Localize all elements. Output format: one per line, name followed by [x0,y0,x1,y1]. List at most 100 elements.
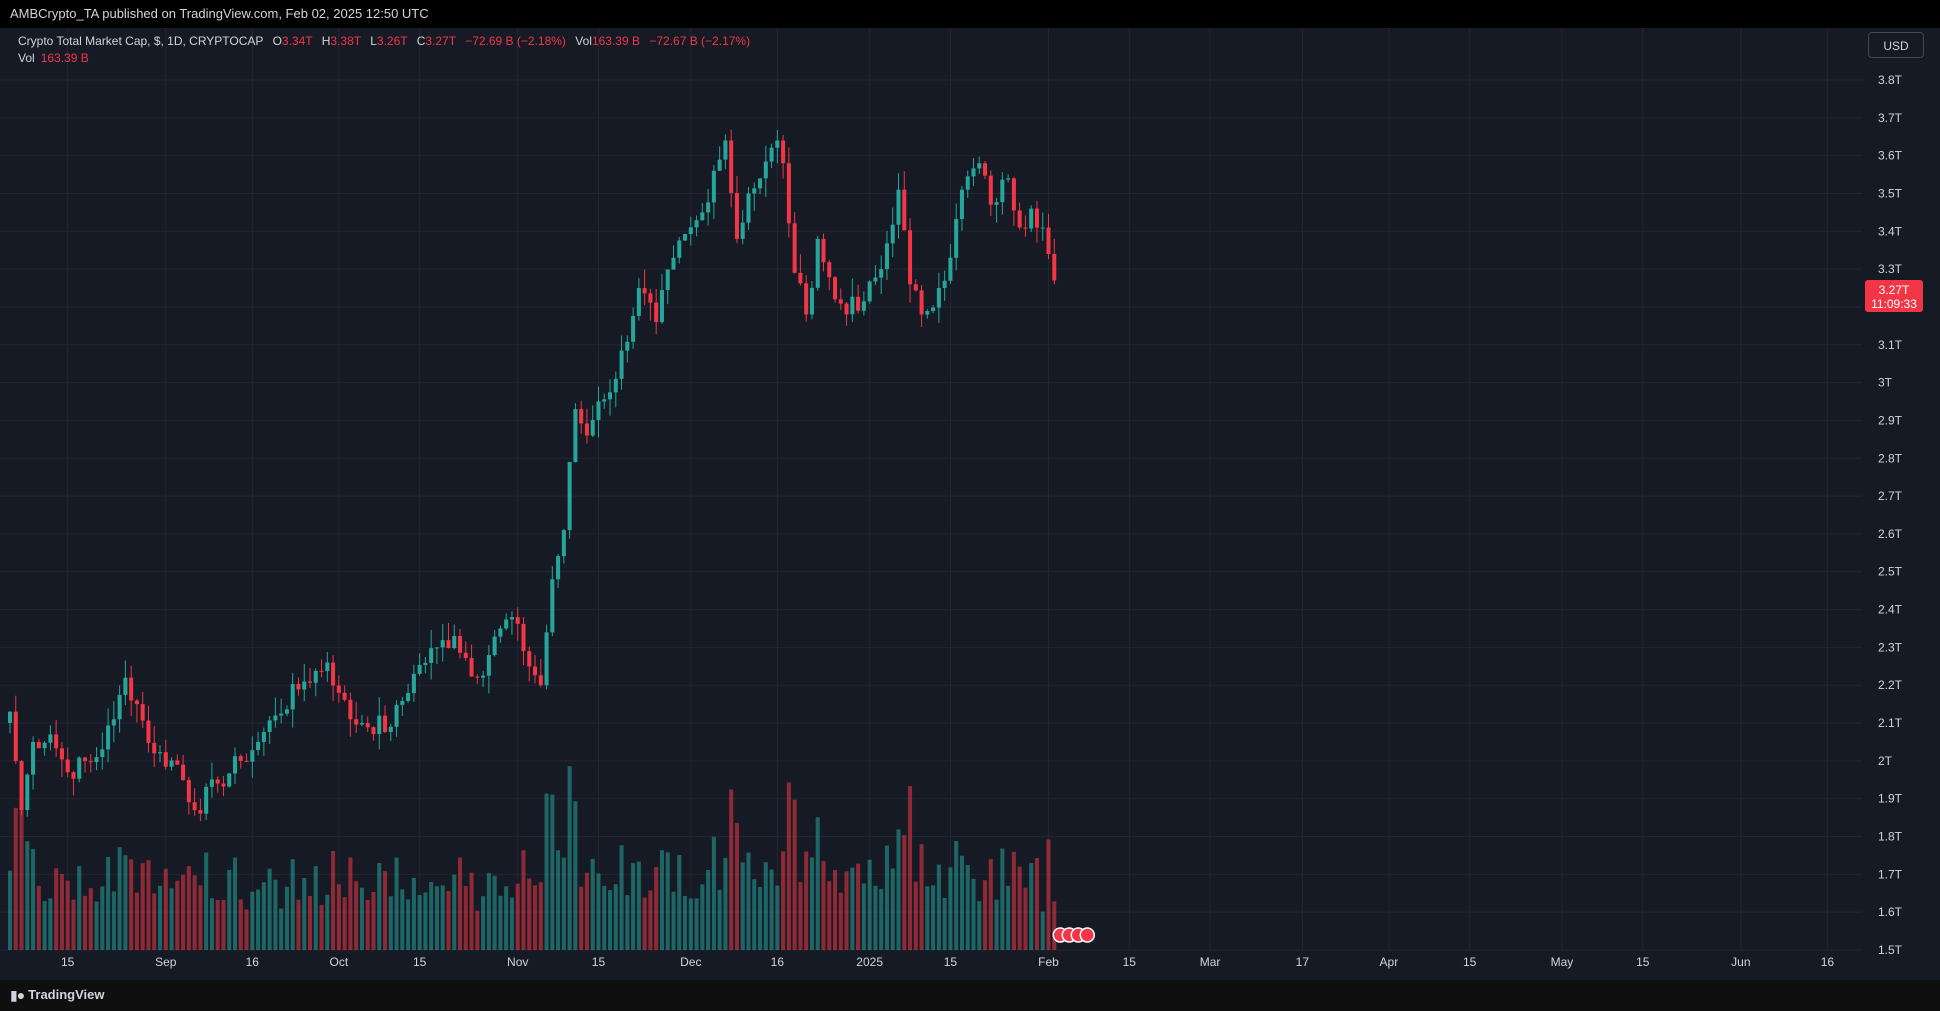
candle-body [706,202,711,213]
published-header: AMBCrypto_TA published on TradingView.co… [0,0,1940,28]
y-tick-label: 2.7T [1878,489,1903,503]
candle-body [284,709,289,714]
candle-body [659,290,664,323]
x-tick-label: 15 [61,955,75,969]
volume-bar [856,863,861,950]
y-tick-label: 1.6T [1878,905,1903,919]
volume-bar [688,898,693,950]
volume-bar [752,879,757,950]
candle-body [550,579,555,633]
candle-body [273,715,278,721]
candle-body [694,220,699,228]
candle-body [988,175,993,205]
candle-body [792,223,797,273]
ohlc-legend: Crypto Total Market Cap, $, 1D, CRYPTOCA… [18,34,750,48]
volume-bar [942,897,947,950]
volume-bar [717,889,722,950]
x-tick-label: 16 [246,955,260,969]
volume-bar [625,895,630,950]
candle-body [256,741,261,751]
candle-body [463,652,468,658]
candle-body [971,168,976,177]
volume-bar [54,868,59,950]
candle-body [602,399,607,402]
candle-body [331,662,336,686]
volume-bar [77,866,82,950]
volume-bar [561,857,566,950]
volume-bar [706,870,711,950]
candle-body [111,719,116,726]
volume-bar [129,859,134,950]
candle-body [948,257,953,281]
open-label: O [272,34,282,48]
volume-bar [111,891,116,950]
volume-bar [948,867,953,950]
chart-panel[interactable]: 3.8T3.7T3.6T3.5T3.4T3.3T3.2T3.1T3T2.9T2.… [0,28,1940,980]
volume-bar [798,882,803,950]
candle-body [786,163,791,224]
volume-bar [538,882,543,950]
volume-bar [446,891,451,950]
candle-body [700,212,705,221]
volume-bar [417,895,422,950]
candle-body [781,140,786,164]
candle-body [296,684,301,690]
volume-bar [723,857,728,950]
volume-bar [781,851,786,950]
y-tick-label: 3.4T [1878,224,1903,238]
candle-body [290,684,295,710]
high-label: H [321,34,331,48]
candle-body [579,409,584,424]
volume-bar [382,871,388,950]
volume-bar [665,852,670,950]
volume-bar [573,801,578,950]
candle-body [509,617,514,620]
candle-body [890,224,895,244]
candle-body [850,296,855,315]
volume-bar [163,868,168,950]
candle-body [31,741,36,775]
x-tick-label: 15 [1636,955,1650,969]
candle-body [157,752,163,754]
y-tick-label: 2.4T [1878,603,1903,617]
candle-body [833,277,838,300]
candle-body [561,530,566,557]
volume-bar [694,898,699,950]
open-value: 3.34T [281,34,313,48]
volume-legend-label[interactable]: Vol [18,51,35,65]
candle-body [856,296,861,311]
x-tick-label: Sep [155,955,177,969]
symbol-title[interactable]: Crypto Total Market Cap, $, 1D, CRYPTOCA… [18,34,264,48]
x-tick-label: Dec [680,955,701,969]
volume-bar [734,822,739,950]
candle-body [671,257,676,270]
volume-bar [140,863,145,950]
volume-bar [273,879,278,950]
volume-bar [238,899,243,950]
volume-bar [221,899,226,950]
candle-body [65,759,70,773]
volume-bar [492,875,497,950]
candle-body [1000,179,1005,203]
volume-bar [71,899,76,950]
volume-bar [88,888,93,950]
price-chart[interactable]: 3.8T3.7T3.6T3.5T3.4T3.3T3.2T3.1T3T2.9T2.… [0,28,1940,980]
candle-body [319,670,324,672]
volume-bar [1046,839,1051,950]
volume-bar [509,897,514,950]
volume-bar [763,862,768,950]
volume-bar [659,850,664,950]
volume-bar [913,881,918,950]
currency-button[interactable]: USD [1868,32,1924,58]
volume-bar [613,884,618,950]
candle-body [71,772,76,779]
volume-bar [1040,911,1045,950]
candle-body [804,283,809,315]
candle-body [677,240,682,258]
x-tick-label: May [1551,955,1574,969]
volume-bar [902,835,907,950]
volume-bar [815,817,820,950]
tradingview-logo[interactable]: ▮● TradingView [10,980,105,1010]
volume-bar [175,880,180,950]
volume-bar [348,857,353,950]
